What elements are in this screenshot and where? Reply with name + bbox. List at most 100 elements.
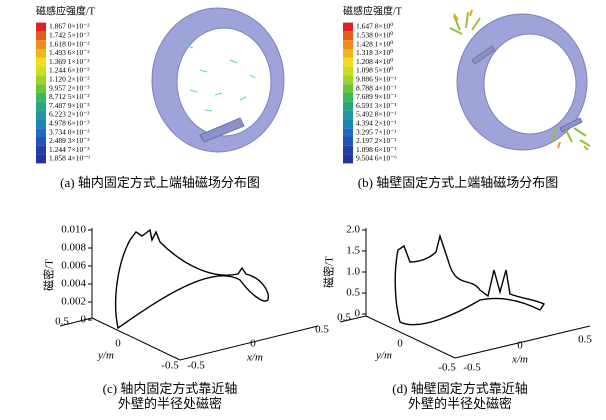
x-tick-label: -0.5 (463, 362, 481, 374)
caption: (b) 轴壁固定方式上端轴磁场分布图 (358, 175, 558, 190)
caption: 外壁的半径处磁密 (408, 396, 512, 411)
legend-label: 1.098 6×10⁻¹ (356, 145, 396, 154)
legend-swatch (36, 49, 46, 58)
legend-swatch (343, 102, 353, 111)
x-tick-label: 0 (517, 340, 523, 352)
legend-swatch (343, 137, 353, 146)
z-axis-label: 磁密/T (42, 259, 56, 291)
legend-swatch (36, 102, 46, 111)
legend-label: 9.886 9×10⁻¹ (356, 75, 396, 84)
legend-title: 磁感应强度/T (343, 4, 402, 17)
legend-swatch (36, 119, 46, 128)
legend-label: 8.712 5×10⁻³ (49, 92, 90, 101)
y-tick-label: -0.5 (438, 362, 456, 374)
legend-swatch (343, 146, 353, 155)
z-tick-label: 0.006 (61, 260, 86, 272)
figure: 磁感应强度/T 1.867 0×10⁻²1.742 5×10⁻²1.618 0×1… (0, 0, 606, 420)
legend-swatch (36, 84, 46, 93)
legend-label: 1.318 3×10⁰ (356, 48, 393, 57)
legend-label: 6.591 3×10⁻¹ (356, 101, 396, 110)
legend-label: 8.788 4×10⁻¹ (356, 83, 396, 92)
z-tick-label: 0 (81, 314, 87, 326)
legend-swatch (343, 67, 353, 76)
legend-label: 4.978 6×10⁻³ (49, 119, 90, 128)
z-tick-label: 0.008 (61, 242, 86, 254)
caption: (d) 轴壁固定方式靠近轴 (392, 381, 527, 396)
legend-swatch (36, 93, 46, 102)
legend-label: 1.858 4×10⁻⁹ (49, 154, 90, 163)
legend-swatch (343, 23, 353, 32)
legend-label: 1.867 0×10⁻² (49, 22, 90, 31)
legend-label: 1.618 0×10⁻² (49, 39, 90, 48)
plot-c (60, 228, 318, 360)
caption: (c) 轴内固定方式靠近轴 (103, 381, 238, 396)
legend-label: 9.504 6×10⁻⁶ (356, 154, 397, 163)
legend-swatch (36, 137, 46, 146)
plot-d (340, 228, 590, 358)
legend-label: 1.493 6×10⁻² (49, 48, 90, 57)
z-tick-label: 2.0 (346, 224, 360, 236)
z-axis-label: 磁密/T (322, 256, 336, 288)
z-tick-label: 0 (355, 308, 361, 320)
z-tick-label: 0.5 (346, 287, 360, 299)
y-axis-label: y/m (375, 350, 392, 362)
legend-swatch (343, 40, 353, 49)
x-tick-label: 0.5 (315, 324, 329, 336)
legend-swatch (343, 119, 353, 128)
y-tick-label: 0.5 (55, 316, 69, 328)
legend-label: 9.957 2×10⁻³ (49, 83, 90, 92)
ring-a (152, 8, 284, 152)
legend-label: 3.734 0×10⁻³ (49, 127, 90, 136)
z-tick-label: 1.0 (346, 266, 360, 278)
z-tick-label: 0.004 (61, 278, 86, 290)
legend-label: 1.098 5×10⁰ (356, 66, 393, 75)
legend-swatch (36, 111, 46, 120)
legend-label: 6.223 2×10⁻³ (49, 110, 90, 119)
legend-label: 5.492 8×10⁻¹ (356, 110, 396, 119)
legend-swatch (36, 75, 46, 84)
legend-swatch (343, 128, 353, 137)
legend-swatch (343, 111, 353, 120)
ring-b (450, 10, 590, 150)
legend-swatch (343, 31, 353, 40)
legend-title: 磁感应强度/T (36, 4, 95, 17)
legend-label: 1.244 6×10⁻² (49, 66, 90, 75)
z-tick-label: 1.5 (346, 245, 360, 257)
legend-label: 2.197 2×10⁻¹ (356, 136, 396, 145)
legend-swatch (36, 58, 46, 67)
y-axis-label: y/m (97, 350, 114, 362)
legend-label: 7.487 9×10⁻³ (49, 101, 90, 110)
caption: (a) 轴内固定方式上端轴磁场分布图 (60, 175, 260, 190)
legend-label: 2.489 3×10⁻³ (49, 136, 90, 145)
x-axis-label: x/m (511, 354, 528, 366)
x-tick-label: 0.5 (578, 334, 592, 346)
legend-swatch (343, 49, 353, 58)
legend-label: 1.208 4×10⁰ (356, 57, 393, 66)
y-tick-label: 0 (397, 338, 403, 350)
legend-label: 1.369 1×10⁻² (49, 57, 90, 66)
legend-swatch (36, 31, 46, 40)
caption: 外壁的半径处磁密 (118, 396, 222, 411)
legend-swatch (343, 58, 353, 67)
y-tick-label: -0.5 (161, 360, 179, 372)
legend-swatch (343, 93, 353, 102)
legend-swatch (36, 67, 46, 76)
legend-label: 1.647 8×10⁰ (356, 22, 393, 31)
legend-label: 4.394 2×10⁻¹ (356, 119, 396, 128)
legend-swatch (343, 75, 353, 84)
legend-label: 3.295 7×10⁻¹ (356, 127, 396, 136)
legend-label: 1.538 0×10⁰ (356, 31, 393, 40)
legend-swatch (343, 155, 353, 164)
legend-swatch (36, 155, 46, 164)
legend-swatch (36, 23, 46, 32)
legend-label: 1.428 1×10⁰ (356, 39, 393, 48)
legend-swatch (36, 128, 46, 137)
x-axis-label: x/m (246, 352, 263, 364)
legend-swatch (36, 146, 46, 155)
y-tick-label: 0.5 (337, 312, 351, 324)
legend-label: 1.120 2×10⁻² (49, 75, 90, 84)
legend-label: 1.244 7×10⁻³ (49, 145, 90, 154)
legend-label: 1.742 5×10⁻² (49, 31, 90, 40)
x-tick-label: -0.5 (187, 360, 205, 372)
x-tick-label: 0 (250, 338, 256, 350)
